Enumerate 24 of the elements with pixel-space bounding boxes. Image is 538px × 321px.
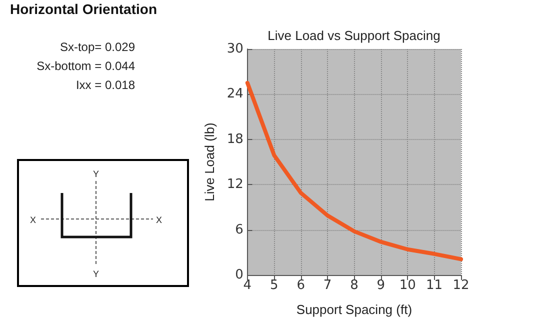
x-tick-label: 6: [296, 278, 305, 293]
y-tick-label: 6: [235, 222, 244, 238]
x-tick-label: 8: [350, 278, 358, 293]
y-tick-label: 30: [226, 42, 244, 56]
text: Ixx = 0.018: [76, 78, 135, 92]
y-tick-label: 0: [235, 268, 244, 282]
x-tick-label: 5: [270, 278, 278, 293]
y-tick-label: 12: [226, 177, 244, 192]
x-tick-label: 10: [399, 278, 416, 293]
x-tick-label: 7: [323, 278, 332, 293]
text: Sx-top= 0.029: [60, 40, 135, 54]
line-series: [245, 80, 463, 262]
y-tick-label: 18: [226, 132, 244, 147]
y-axis-title: Live Load (lb): [202, 122, 217, 202]
x-tick-label: 11: [426, 278, 443, 293]
channel-section-diagram: Y X X Y: [17, 159, 189, 287]
y-tick-label: 24: [226, 86, 244, 102]
chart-title: Live Load vs Support Spacing: [268, 28, 440, 43]
text: Sx-bottom = 0.044: [36, 59, 135, 73]
x-tick-label: 12: [452, 278, 470, 293]
text: Horizontal Orientation: [10, 1, 157, 17]
x-axis-title: Support Spacing (ft): [296, 302, 412, 317]
x-tick-label: 4: [243, 278, 252, 293]
x-tick-label: 9: [376, 278, 386, 293]
